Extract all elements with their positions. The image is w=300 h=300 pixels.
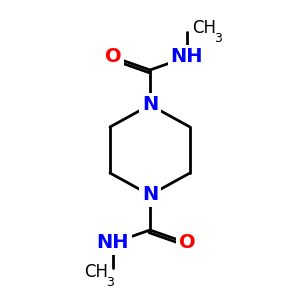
Text: N: N — [142, 95, 158, 115]
Text: O: O — [105, 47, 121, 67]
Text: NH: NH — [97, 233, 129, 253]
Text: NH: NH — [171, 47, 203, 67]
Text: N: N — [142, 185, 158, 205]
Text: 3: 3 — [106, 276, 114, 289]
Text: 3: 3 — [214, 32, 222, 45]
Text: O: O — [179, 233, 195, 253]
Text: CH: CH — [192, 19, 216, 37]
Text: CH: CH — [84, 263, 108, 281]
